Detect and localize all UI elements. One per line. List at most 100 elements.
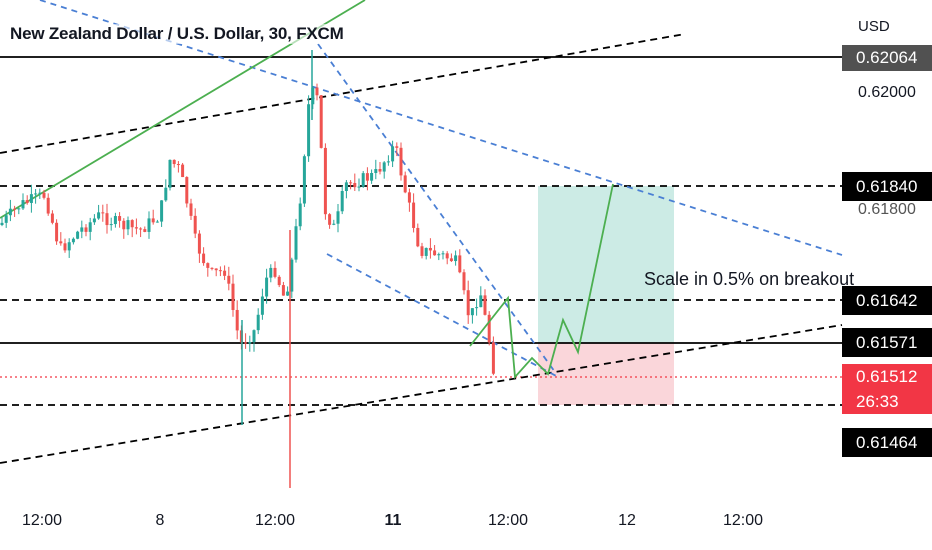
countdown-timer: 26:33 — [856, 392, 899, 411]
candle-body — [67, 242, 71, 251]
candle-body — [382, 162, 386, 172]
candle-body — [319, 95, 323, 148]
candle-body — [248, 342, 252, 344]
candle-body — [307, 104, 311, 157]
upper-channel-line — [0, 33, 686, 154]
candle-body — [181, 164, 185, 178]
projection-path — [469, 183, 614, 380]
candle-body — [412, 202, 416, 228]
candle-body — [84, 227, 88, 232]
x-tick: 12:00 — [254, 512, 296, 529]
candle-body — [315, 87, 319, 96]
candle-body — [256, 314, 260, 331]
chart-title: New Zealand Dollar / U.S. Dollar, 30, FX… — [10, 24, 344, 44]
candle-body — [244, 342, 248, 344]
breakout-annotation: Scale in 0.5% on breakout — [644, 269, 855, 289]
candle-body — [25, 200, 29, 203]
candle-body — [487, 314, 491, 343]
candle-body — [340, 191, 344, 212]
candle-body — [407, 192, 411, 203]
candle-body — [424, 247, 428, 256]
candle-body — [378, 169, 382, 172]
candle-body — [365, 173, 369, 181]
candles — [0, 50, 495, 488]
loss-zone — [538, 343, 674, 405]
candle-body — [235, 309, 239, 331]
candle-body — [59, 241, 63, 244]
candle-body — [227, 275, 231, 284]
candle-body — [483, 295, 487, 315]
candle-body — [231, 283, 235, 310]
candle-body — [454, 255, 458, 262]
candle-body — [92, 218, 96, 223]
candle-body — [38, 192, 42, 194]
candle-body — [302, 156, 306, 204]
candle-body — [185, 177, 189, 204]
candle-body — [344, 182, 348, 192]
candle-body — [17, 208, 21, 210]
candle-body — [420, 246, 424, 256]
candle-body — [130, 220, 134, 228]
candle-body — [29, 194, 33, 203]
candle-body — [479, 295, 483, 308]
candle-body — [277, 276, 281, 286]
candle-body — [151, 218, 155, 223]
candle-body — [0, 222, 4, 225]
candle-body — [76, 231, 80, 239]
candle-body — [71, 238, 75, 243]
candle-body — [374, 169, 378, 173]
candle-body — [349, 182, 353, 184]
candle-body — [118, 216, 122, 221]
candle-body — [4, 215, 8, 223]
candle-body — [189, 203, 193, 216]
candle-body — [55, 222, 59, 242]
profit-zone — [538, 186, 674, 343]
candle-body — [172, 159, 176, 165]
candle-body — [139, 228, 143, 230]
candle-body — [202, 253, 206, 264]
candle-body — [122, 220, 126, 230]
candle-body — [206, 263, 210, 268]
candle-body — [395, 146, 399, 148]
candle-body — [176, 164, 180, 166]
x-tick: 12:00 — [487, 512, 529, 529]
lower-channel-line — [0, 324, 843, 464]
candle-body — [336, 211, 340, 224]
price-label-target: 0.61840 — [842, 172, 932, 201]
candle-body — [399, 147, 403, 176]
candle-body — [34, 193, 38, 195]
candle-body — [13, 208, 17, 210]
candle-body — [441, 253, 445, 255]
price-label-entry-high: 0.61642 — [842, 286, 932, 315]
currency-label: USD — [858, 18, 890, 35]
x-tick: 12:00 — [21, 512, 63, 529]
candle-body — [491, 342, 495, 374]
x-tick: 8 — [155, 512, 165, 529]
price-label-top: 0.62064 — [842, 45, 932, 71]
current-price-label: 0.61512 26:33 — [842, 364, 932, 414]
candle-body — [50, 213, 54, 223]
candle-body — [147, 218, 151, 232]
candle-body — [155, 221, 159, 223]
candle-body — [46, 197, 50, 214]
candle-body — [134, 227, 138, 229]
candle-body — [370, 172, 374, 181]
candle-body — [353, 183, 357, 188]
candle-body — [223, 270, 227, 276]
wedge-upper-steep-line — [317, 43, 556, 373]
candle-body — [265, 277, 269, 297]
wedge-upper-line — [39, 0, 843, 256]
candle-body — [80, 227, 84, 232]
candle-body — [164, 187, 168, 201]
candle-body — [281, 285, 285, 296]
candle-body — [218, 270, 222, 272]
candle-body — [361, 173, 365, 187]
candle-body — [160, 200, 164, 222]
candle-body — [475, 307, 479, 309]
candle-body — [105, 213, 109, 226]
wedge-lower-line — [326, 253, 561, 379]
x-tick: 11 — [384, 512, 402, 529]
candle-body — [290, 259, 294, 292]
candle-body — [470, 308, 474, 316]
candle-body — [273, 267, 277, 277]
